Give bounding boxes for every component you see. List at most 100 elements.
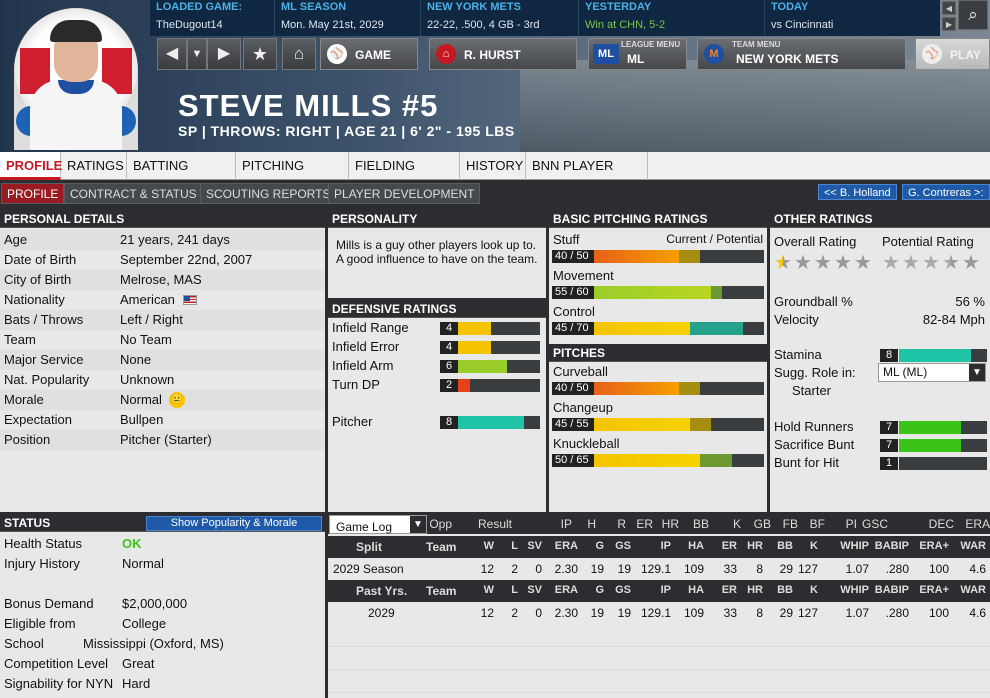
split-column-header[interactable]: W: [483, 540, 494, 552]
show-popularity-morale-button[interactable]: Show Popularity & Morale: [146, 516, 322, 531]
split-column-header[interactable]: GS: [615, 540, 631, 552]
forward-icon[interactable]: ▶: [942, 17, 956, 31]
today-value[interactable]: vs Cincinnati: [771, 19, 834, 31]
split-column-header[interactable]: WAR: [960, 540, 986, 552]
yesterday-value[interactable]: Win at CHN, 5-2: [585, 19, 666, 31]
rating-label: Curveball: [553, 364, 608, 379]
rating-ratio: 45 / 55: [552, 418, 594, 431]
team-menu-button[interactable]: M TEAM MENU NEW YORK METS: [697, 38, 906, 70]
gamelog-column-header[interactable]: BF: [809, 517, 825, 531]
past-column-header[interactable]: ERA+: [919, 584, 949, 596]
gamelog-column-header[interactable]: GSC: [861, 517, 888, 531]
gamelog-column-header[interactable]: Result: [477, 517, 512, 531]
other-rating-fill: [899, 439, 961, 452]
defensive-row-value: 4: [440, 341, 458, 354]
gamelog-column-header[interactable]: H: [587, 517, 596, 531]
split-column-header[interactable]: Team: [426, 540, 457, 554]
split-column-header[interactable]: G: [595, 540, 604, 552]
split-column-header[interactable]: HR: [747, 540, 763, 552]
rewind-icon[interactable]: ◀: [942, 1, 956, 15]
tab-history[interactable]: HISTORY: [460, 152, 526, 180]
split-column-header[interactable]: ERA: [554, 540, 578, 552]
star-icon[interactable]: ★: [243, 38, 277, 70]
past-column-header[interactable]: W: [483, 584, 494, 596]
manager-button[interactable]: ⌂ R. HURST: [429, 38, 577, 70]
split-cell: .280: [885, 562, 909, 576]
split-column-header[interactable]: K: [810, 540, 818, 552]
rating-bar: [594, 250, 764, 263]
past-column-header[interactable]: SV: [527, 584, 542, 596]
past-column-header[interactable]: HR: [747, 584, 763, 596]
tab-pitching-stats[interactable]: PITCHING STATS: [236, 152, 349, 201]
past-column-header[interactable]: Team: [426, 584, 457, 598]
past-column-header[interactable]: GS: [615, 584, 631, 596]
tab-ratings[interactable]: RATINGS: [61, 152, 127, 180]
gamelog-column-header[interactable]: DEC: [928, 517, 954, 531]
split-column-header[interactable]: HA: [688, 540, 704, 552]
search-icon[interactable]: ⌕: [958, 0, 988, 30]
split-column-header[interactable]: L: [511, 540, 518, 552]
split-column-header[interactable]: SV: [527, 540, 542, 552]
gamelog-column-header[interactable]: ERA: [965, 517, 990, 531]
past-column-header[interactable]: WHIP: [840, 584, 869, 596]
split-column-header[interactable]: BABIP: [874, 540, 909, 552]
forward-nav-icon[interactable]: ▶: [207, 38, 241, 70]
back-icon[interactable]: ◀: [157, 38, 187, 70]
split-cell: 19: [590, 562, 604, 576]
past-column-header[interactable]: G: [595, 584, 604, 596]
past-row-2029[interactable]: 2029 12 2 0 2.30 19 19 129.1 109 33 8 29 127 1.07 .280…: [328, 602, 990, 624]
past-column-header[interactable]: WAR: [960, 584, 986, 596]
past-column-header[interactable]: ERA: [554, 584, 578, 596]
past-column-header[interactable]: BB: [777, 584, 793, 596]
past-cell: 19: [617, 606, 631, 620]
past-column-header[interactable]: K: [810, 584, 818, 596]
past-column-header[interactable]: BABIP: [874, 584, 909, 596]
gamelog-select[interactable]: Game Log ▼: [329, 515, 427, 534]
team-record-label[interactable]: NEW YORK METS: [427, 1, 521, 13]
gamelog-column-header[interactable]: ER: [636, 517, 653, 531]
gamelog-column-header[interactable]: R: [617, 517, 626, 531]
game-menu-button[interactable]: ⚾ GAME: [320, 38, 418, 70]
history-dropdown-icon[interactable]: ▼: [187, 38, 207, 70]
past-column-header[interactable]: Past Yrs.: [356, 584, 408, 598]
subtab-profile[interactable]: PROFILE: [1, 183, 65, 204]
past-column-header[interactable]: HA: [688, 584, 704, 596]
star-icon: ★: [774, 252, 792, 274]
tab-bnn-player-page[interactable]: BNN PLAYER PAGE: [526, 152, 648, 201]
gamelog-column-header[interactable]: K: [732, 517, 741, 531]
past-column-header[interactable]: ER: [721, 584, 737, 596]
subtab-scouting-reports[interactable]: SCOUTING REPORTS: [200, 183, 337, 204]
tab-profile[interactable]: PROFILE: [0, 152, 62, 180]
past-cell: 4.6: [969, 606, 986, 620]
split-column-header[interactable]: Split: [356, 540, 382, 554]
gamelog-column-header[interactable]: FB: [782, 517, 798, 531]
subtab-contract-status[interactable]: CONTRACT & STATUS: [64, 183, 203, 204]
other-rating-row: Bunt for Hit 1: [770, 455, 990, 471]
gamelog-column-header[interactable]: Opp: [429, 517, 452, 531]
split-row-season[interactable]: 2029 Season 12 2 0 2.30 19 19 129.1 109 33 8 29 127 1…: [328, 558, 990, 580]
split-column-header[interactable]: BB: [777, 540, 793, 552]
tab-batting-stats[interactable]: BATTING STATS: [127, 152, 236, 201]
home-icon[interactable]: ⌂: [282, 38, 316, 70]
personal-row-value: No Team: [120, 332, 172, 347]
next-player-button[interactable]: G. Contreras >:: [902, 184, 990, 200]
status-row-label: Competition Level: [4, 656, 109, 671]
split-column-header[interactable]: WHIP: [840, 540, 869, 552]
gamelog-column-header[interactable]: IP: [560, 517, 572, 531]
role-league-select[interactable]: ML (ML) ▼: [878, 363, 986, 382]
subtab-player-development[interactable]: PLAYER DEVELOPMENT: [328, 183, 481, 204]
gamelog-column-header[interactable]: HR: [661, 517, 679, 531]
past-column-header[interactable]: IP: [660, 584, 671, 596]
split-column-header[interactable]: ERA+: [919, 540, 949, 552]
split-column-header[interactable]: IP: [660, 540, 671, 552]
gamelog-column-header[interactable]: BB: [692, 517, 709, 531]
prev-player-button[interactable]: << B. Holland: [818, 184, 897, 200]
league-menu-button[interactable]: ML LEAGUE MENU ML: [588, 38, 687, 70]
past-column-header[interactable]: L: [511, 584, 518, 596]
gamelog-column-header[interactable]: PI: [845, 517, 857, 531]
tab-fielding-stats[interactable]: FIELDING STATS: [349, 152, 460, 201]
gamelog-column-header[interactable]: GB: [753, 517, 771, 531]
split-column-header[interactable]: ER: [721, 540, 737, 552]
play-button[interactable]: ⚾ PLAY: [915, 38, 990, 70]
star-icon: ★: [834, 252, 852, 274]
